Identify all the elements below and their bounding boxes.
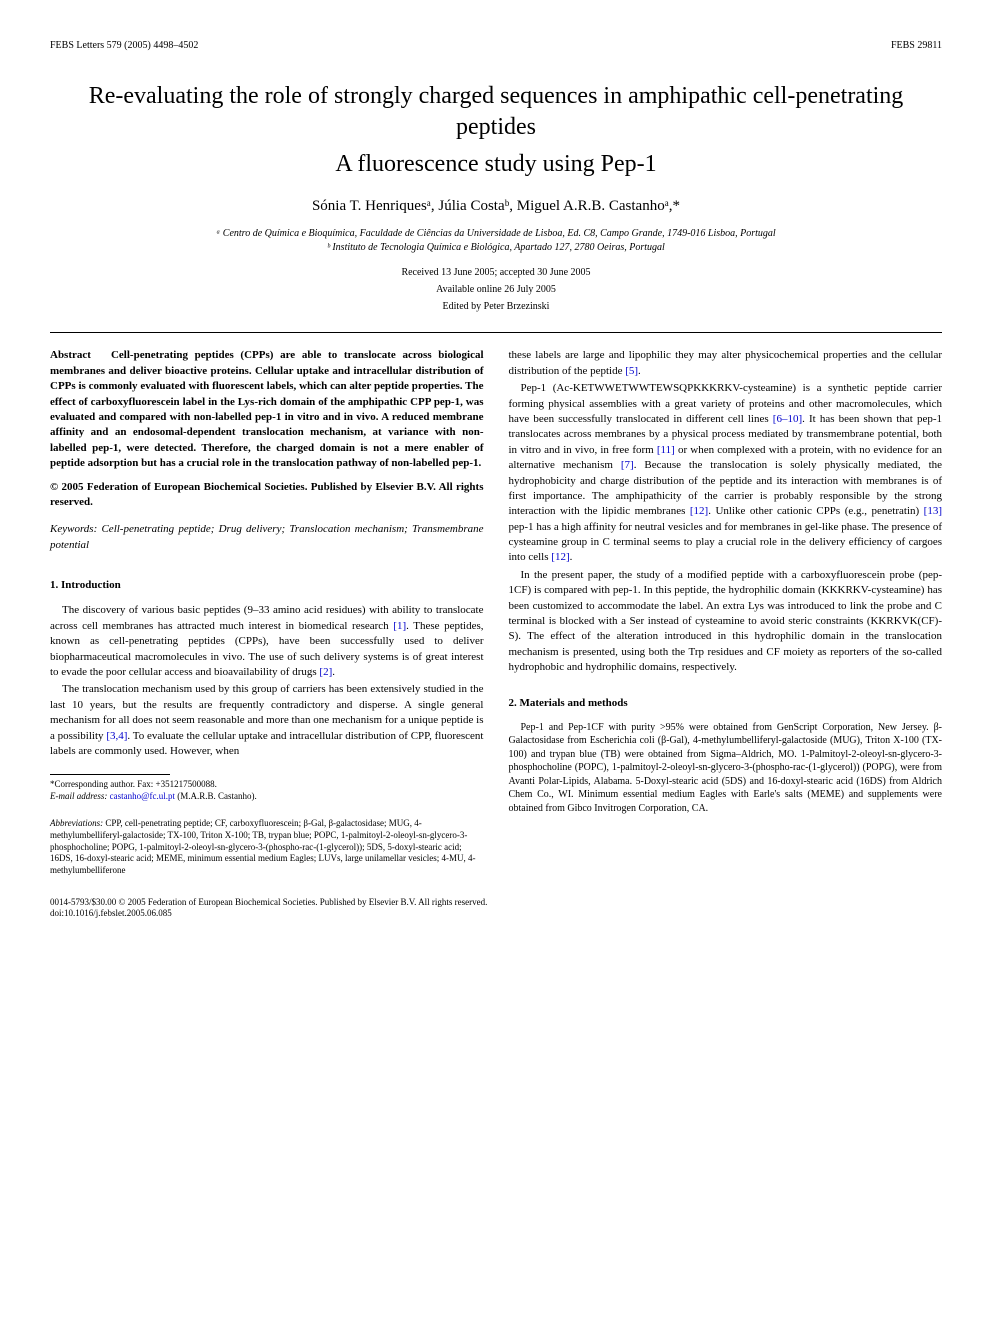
footer-doi: doi:10.1016/j.febslet.2005.06.085: [50, 908, 942, 920]
keywords-label: Keywords:: [50, 523, 97, 535]
editor: Edited by Peter Brzezinski: [50, 301, 942, 312]
header-row: FEBS Letters 579 (2005) 4498–4502 FEBS 2…: [50, 40, 942, 51]
methods-p1: Pep-1 and Pep-1CF with purity >95% were …: [509, 721, 943, 816]
affiliation-b: ᵇ Instituto de Tecnologia Química e Biol…: [50, 241, 942, 255]
abstract: Abstract Cell-penetrating peptides (CPPs…: [50, 348, 484, 471]
ref-link[interactable]: [6–10]: [773, 413, 802, 425]
abbreviations-footnote: Abbreviations: CPP, cell-penetrating pep…: [50, 818, 484, 876]
methods-heading: 2. Materials and methods: [509, 696, 943, 711]
right-column: these labels are large and lipophilic th…: [509, 348, 943, 876]
email-link[interactable]: castanho@fc.ul.pt: [110, 791, 175, 801]
intro-p5: In the present paper, the study of a mod…: [509, 568, 943, 676]
ref-link[interactable]: [12]: [551, 551, 569, 563]
intro-p4: Pep-1 (Ac-KETWWETWWTEWSQPKKKRKV-cysteami…: [509, 381, 943, 566]
paper-title: Re-evaluating the role of strongly charg…: [50, 81, 942, 143]
ref-link[interactable]: [3,4]: [106, 730, 127, 742]
intro-heading: 1. Introduction: [50, 578, 484, 593]
ref-link[interactable]: [2]: [319, 666, 332, 678]
ref-link[interactable]: [7]: [621, 459, 634, 471]
footer-copyright: 0014-5793/$30.00 © 2005 Federation of Eu…: [50, 897, 942, 909]
header-right: FEBS 29811: [891, 40, 942, 51]
affiliations: ᵃ Centro de Química e Bioquímica, Faculd…: [50, 227, 942, 255]
divider-top: [50, 332, 942, 333]
authors: Sónia T. Henriquesᵃ, Júlia Costaᵇ, Migue…: [50, 198, 942, 215]
footnote-divider: [50, 774, 170, 775]
keywords-text: Cell-penetrating peptide; Drug delivery;…: [50, 523, 484, 550]
corresponding-footnote: *Corresponding author. Fax: +35121750008…: [50, 779, 484, 802]
intro-p2: The translocation mechanism used by this…: [50, 682, 484, 759]
received-date: Received 13 June 2005; accepted 30 June …: [50, 267, 942, 278]
ref-link[interactable]: [12]: [690, 505, 708, 517]
footer: 0014-5793/$30.00 © 2005 Federation of Eu…: [50, 897, 942, 920]
ref-link[interactable]: [13]: [924, 505, 942, 517]
left-column: Abstract Cell-penetrating peptides (CPPs…: [50, 348, 484, 876]
abstract-body: Cell-penetrating peptides (CPPs) are abl…: [50, 349, 484, 469]
content-columns: Abstract Cell-penetrating peptides (CPPs…: [50, 348, 942, 876]
available-date: Available online 26 July 2005: [50, 284, 942, 295]
affiliation-a: ᵃ Centro de Química e Bioquímica, Faculd…: [50, 227, 942, 241]
ref-link[interactable]: [5]: [625, 365, 638, 377]
paper-subtitle: A fluorescence study using Pep-1: [50, 151, 942, 178]
ref-link[interactable]: [1]: [393, 620, 406, 632]
intro-p3: these labels are large and lipophilic th…: [509, 348, 943, 379]
intro-p1: The discovery of various basic peptides …: [50, 603, 484, 680]
keywords: Keywords: Cell-penetrating peptide; Drug…: [50, 522, 484, 553]
abstract-label: Abstract: [50, 349, 91, 361]
header-left: FEBS Letters 579 (2005) 4498–4502: [50, 40, 198, 51]
copyright: © 2005 Federation of European Biochemica…: [50, 480, 484, 511]
ref-link[interactable]: [11]: [657, 444, 675, 456]
